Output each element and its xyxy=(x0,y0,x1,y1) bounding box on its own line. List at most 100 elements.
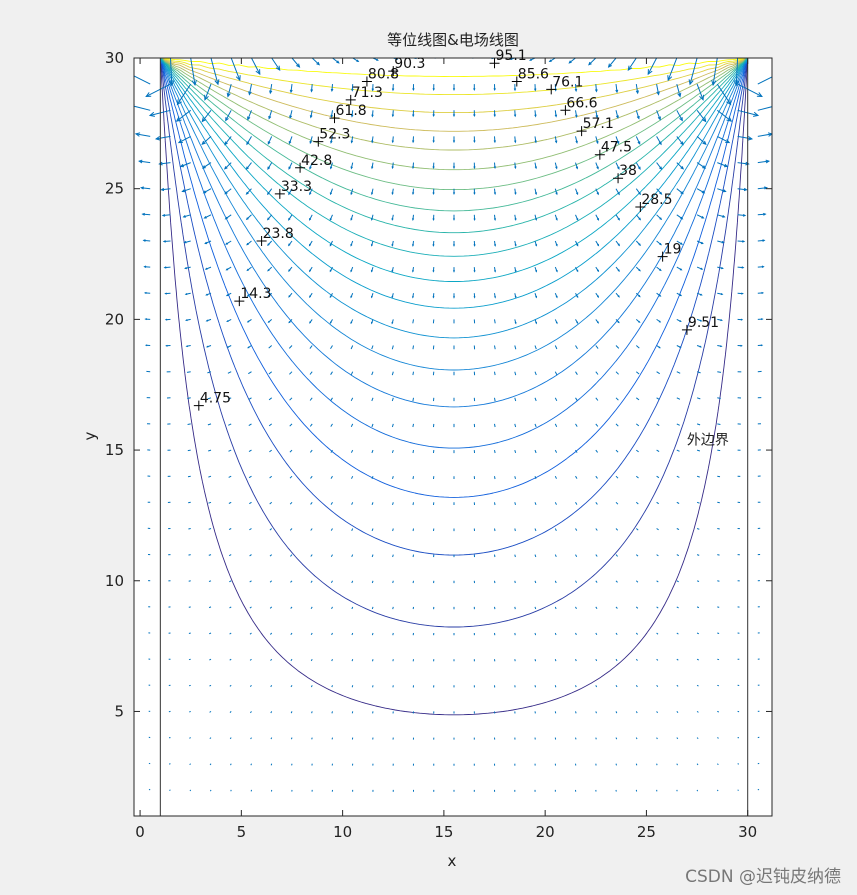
label-marker xyxy=(576,126,587,137)
field-arrowhead xyxy=(351,88,354,92)
field-arrow xyxy=(170,58,173,86)
field-arrow xyxy=(595,345,599,349)
field-arrow xyxy=(249,684,252,687)
field-arrowhead xyxy=(204,94,209,101)
field-arrow xyxy=(150,58,151,59)
field-arrow xyxy=(615,136,620,144)
field-arrow xyxy=(554,580,557,584)
field-arrowhead xyxy=(711,79,717,87)
field-arrow xyxy=(656,580,659,583)
field-arrow xyxy=(757,187,767,190)
field-arrow xyxy=(494,449,496,454)
field-arrow xyxy=(350,423,354,428)
field-arrow xyxy=(595,397,599,401)
field-arrow xyxy=(201,136,212,145)
field-arrow xyxy=(676,136,684,145)
field-arrow xyxy=(392,502,394,506)
field-arrow xyxy=(332,58,340,64)
field-arrow xyxy=(209,684,212,687)
field-arrowhead xyxy=(509,58,513,60)
field-arrow xyxy=(615,711,618,714)
field-arrowhead xyxy=(493,166,497,170)
field-arrow xyxy=(229,684,232,687)
field-arrowhead xyxy=(225,117,229,122)
field-arrowhead xyxy=(246,141,250,146)
field-arrow xyxy=(676,580,679,583)
field-arrowhead xyxy=(350,166,353,170)
field-arrow xyxy=(716,763,719,765)
contour-level-label: 90.3 xyxy=(394,56,425,72)
field-arrowhead xyxy=(656,91,660,96)
field-arrowhead xyxy=(638,243,642,246)
field-arrowhead xyxy=(225,268,229,271)
field-arrow xyxy=(627,58,637,71)
field-arrow xyxy=(310,528,313,531)
field-arrow xyxy=(271,58,281,71)
field-arrow xyxy=(208,449,212,452)
label-marker xyxy=(345,94,356,105)
contour-line xyxy=(161,58,747,212)
contour-level-label: 95.1 xyxy=(496,48,527,64)
field-arrow xyxy=(204,83,212,100)
field-arrowhead xyxy=(177,139,183,144)
contour-line xyxy=(162,58,746,151)
field-arrow xyxy=(224,188,232,194)
field-arrow xyxy=(372,659,374,662)
field-arrowhead xyxy=(226,92,231,98)
field-arrowhead xyxy=(720,345,723,348)
y-tick-label: 25 xyxy=(105,180,124,198)
field-arrowhead xyxy=(432,296,435,299)
field-arrow xyxy=(615,737,618,740)
field-arrow xyxy=(330,475,333,479)
field-arrowhead xyxy=(701,190,706,194)
field-arrow xyxy=(371,528,374,532)
field-arrowhead xyxy=(316,61,321,66)
field-arrowhead xyxy=(548,59,552,63)
field-arrowhead xyxy=(617,243,620,247)
field-arrow xyxy=(656,84,660,95)
contour-level-label: 14.3 xyxy=(240,286,271,302)
field-arrow xyxy=(717,554,720,556)
field-arrow xyxy=(371,476,374,479)
field-arrow xyxy=(575,475,578,479)
field-arrow xyxy=(250,763,252,766)
field-arrow xyxy=(229,737,232,740)
field-arrow xyxy=(595,632,598,636)
field-arrow xyxy=(676,501,680,504)
field-arrow xyxy=(176,109,192,122)
field-arrow xyxy=(737,162,749,165)
field-arrow xyxy=(269,449,273,453)
field-arrow xyxy=(635,136,641,145)
field-arrowhead xyxy=(289,115,292,119)
field-arrow xyxy=(227,83,232,97)
field-arrowhead xyxy=(740,344,743,347)
label-marker xyxy=(511,76,522,87)
field-arrow xyxy=(224,136,232,145)
field-arrow xyxy=(350,371,354,376)
field-arrowhead xyxy=(555,244,558,247)
field-arrow xyxy=(696,763,699,766)
field-arrow xyxy=(554,554,557,558)
contour-line xyxy=(159,63,749,716)
field-arrowhead xyxy=(165,344,168,347)
field-arrow xyxy=(717,528,720,530)
field-arrow xyxy=(392,606,394,610)
field-arrow xyxy=(207,397,212,400)
field-arrowhead xyxy=(432,192,435,195)
field-arrowhead xyxy=(163,266,167,269)
field-arrow xyxy=(676,110,683,121)
field-arrow xyxy=(635,371,640,375)
field-arrowhead xyxy=(370,218,374,221)
field-arrow xyxy=(392,632,394,636)
field-arrow xyxy=(737,214,746,216)
field-arrowhead xyxy=(452,140,456,144)
field-arrow xyxy=(229,606,232,609)
field-arrow xyxy=(615,632,618,635)
field-arrowhead xyxy=(657,116,661,121)
field-arrow xyxy=(351,606,354,610)
field-arrow xyxy=(311,737,313,740)
field-arrow xyxy=(595,711,597,714)
field-arrow xyxy=(208,528,212,530)
field-arrowhead xyxy=(659,191,663,195)
field-arrowhead xyxy=(350,321,353,325)
